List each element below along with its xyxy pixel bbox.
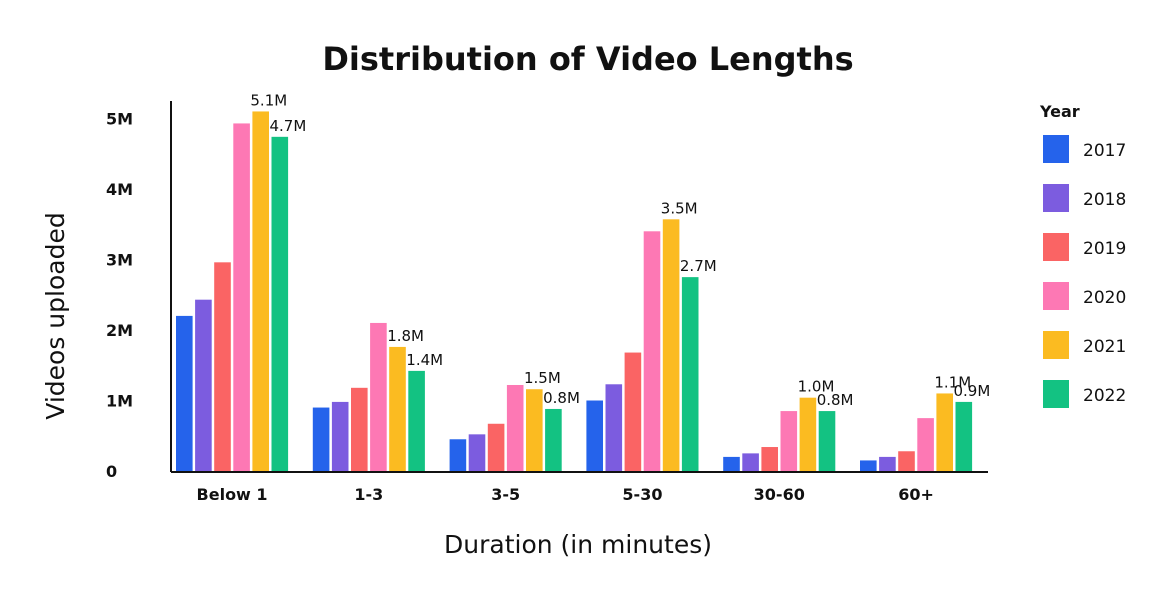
bar-30-60-2018 <box>742 453 759 471</box>
legend-title: Year <box>1039 102 1080 121</box>
bar-3-5-2022 <box>545 408 562 471</box>
bar-30-60-2021 <box>799 397 817 471</box>
plot-area: 5.1M4.7M1.8M1.4M1.5M0.8M3.5M2.7M1.0M0.8M… <box>176 91 990 471</box>
x-tick-label: 60+ <box>898 485 934 504</box>
x-tick-label: 3-5 <box>491 485 520 504</box>
data-label: 3.5M <box>661 199 698 217</box>
legend-label-2022: 2022 <box>1083 386 1126 406</box>
legend-swatch-2017 <box>1043 135 1069 163</box>
bar-below-1-2018 <box>195 299 212 471</box>
bar-60--2017 <box>860 460 877 471</box>
legend-label-2019: 2019 <box>1083 239 1126 259</box>
legend: Year 2017 2018 2019 2020 2021 2022 <box>1039 102 1126 408</box>
x-axis-title: Duration (in minutes) <box>444 530 712 559</box>
data-label: 1.4M <box>406 351 443 369</box>
bar-60--2020 <box>917 418 934 471</box>
legend-swatch-2022 <box>1043 380 1069 408</box>
y-tick-label: 4M <box>106 180 133 199</box>
bar-30-60-2022 <box>818 411 836 471</box>
bar-below-1-2020 <box>233 123 250 471</box>
x-tick-label: 1-3 <box>354 485 383 504</box>
data-label: 1.5M <box>524 369 561 387</box>
y-tick-label: 1M <box>106 392 133 411</box>
data-label: 2.7M <box>680 257 717 275</box>
data-label: 0.8M <box>543 389 580 407</box>
y-tick-label: 0 <box>106 462 117 481</box>
bar-5-30-2020 <box>643 231 661 471</box>
x-tick-label: Below 1 <box>197 485 268 504</box>
chart-title: Distribution of Video Lengths <box>322 40 853 78</box>
bar-30-60-2020 <box>780 411 798 471</box>
bar-30-60-2019 <box>761 447 778 471</box>
bar-5-30-2022 <box>681 277 699 471</box>
data-label: 1.1M <box>934 373 971 391</box>
bar-1-3-2017 <box>312 407 330 471</box>
data-label: 5.1M <box>250 91 287 109</box>
legend-swatch-2021 <box>1043 331 1069 359</box>
bar-3-5-2020 <box>506 384 524 471</box>
bar-below-1-2022 <box>271 136 289 471</box>
y-tick-label: 3M <box>106 251 133 270</box>
legend-label-2018: 2018 <box>1083 190 1126 210</box>
bar-30-60-2017 <box>723 456 740 471</box>
data-label: 0.8M <box>817 391 854 409</box>
legend-label-2021: 2021 <box>1083 337 1126 357</box>
legend-swatch-2020 <box>1043 282 1069 310</box>
bar-1-3-2020 <box>370 322 387 471</box>
data-label: 4.7M <box>270 117 307 135</box>
legend-swatch-2018 <box>1043 184 1069 212</box>
data-label: 1.0M <box>798 378 835 396</box>
bar-1-3-2022 <box>408 370 425 471</box>
bar-5-30-2019 <box>624 352 642 471</box>
legend-label-2017: 2017 <box>1083 141 1126 161</box>
bar-1-3-2019 <box>351 387 368 471</box>
bar-60--2021 <box>936 393 953 471</box>
bar-1-3-2021 <box>389 346 406 471</box>
bar-5-30-2017 <box>586 400 603 471</box>
bar-60--2019 <box>898 451 915 471</box>
bar-below-1-2019 <box>214 262 231 471</box>
bar-5-30-2021 <box>662 219 680 471</box>
legend-label-2020: 2020 <box>1083 288 1126 308</box>
y-axis-title: Videos uploaded <box>41 212 70 419</box>
bar-60--2018 <box>879 456 896 471</box>
legend-swatch-2019 <box>1043 233 1069 261</box>
bar-60--2022 <box>955 401 973 471</box>
y-tick-label: 2M <box>106 321 133 340</box>
axes: 0 1M 2M 3M 4M 5M Below 1 1-3 3-5 5-30 30-60 60+ <box>106 101 988 504</box>
y-tick-label: 5M <box>106 110 133 129</box>
bar-1-3-2018 <box>331 401 349 471</box>
bar-below-1-2017 <box>176 315 193 471</box>
bar-below-1-2021 <box>252 111 269 471</box>
data-label: 1.8M <box>387 327 424 345</box>
bar-3-5-2019 <box>487 423 505 471</box>
x-tick-label: 30-60 <box>754 485 805 504</box>
data-label: 0.9M <box>954 382 991 400</box>
x-tick-label: 5-30 <box>622 485 662 504</box>
bar-3-5-2017 <box>449 439 467 471</box>
bar-5-30-2018 <box>605 384 623 471</box>
bar-3-5-2018 <box>468 434 486 471</box>
bar-3-5-2021 <box>526 389 543 471</box>
